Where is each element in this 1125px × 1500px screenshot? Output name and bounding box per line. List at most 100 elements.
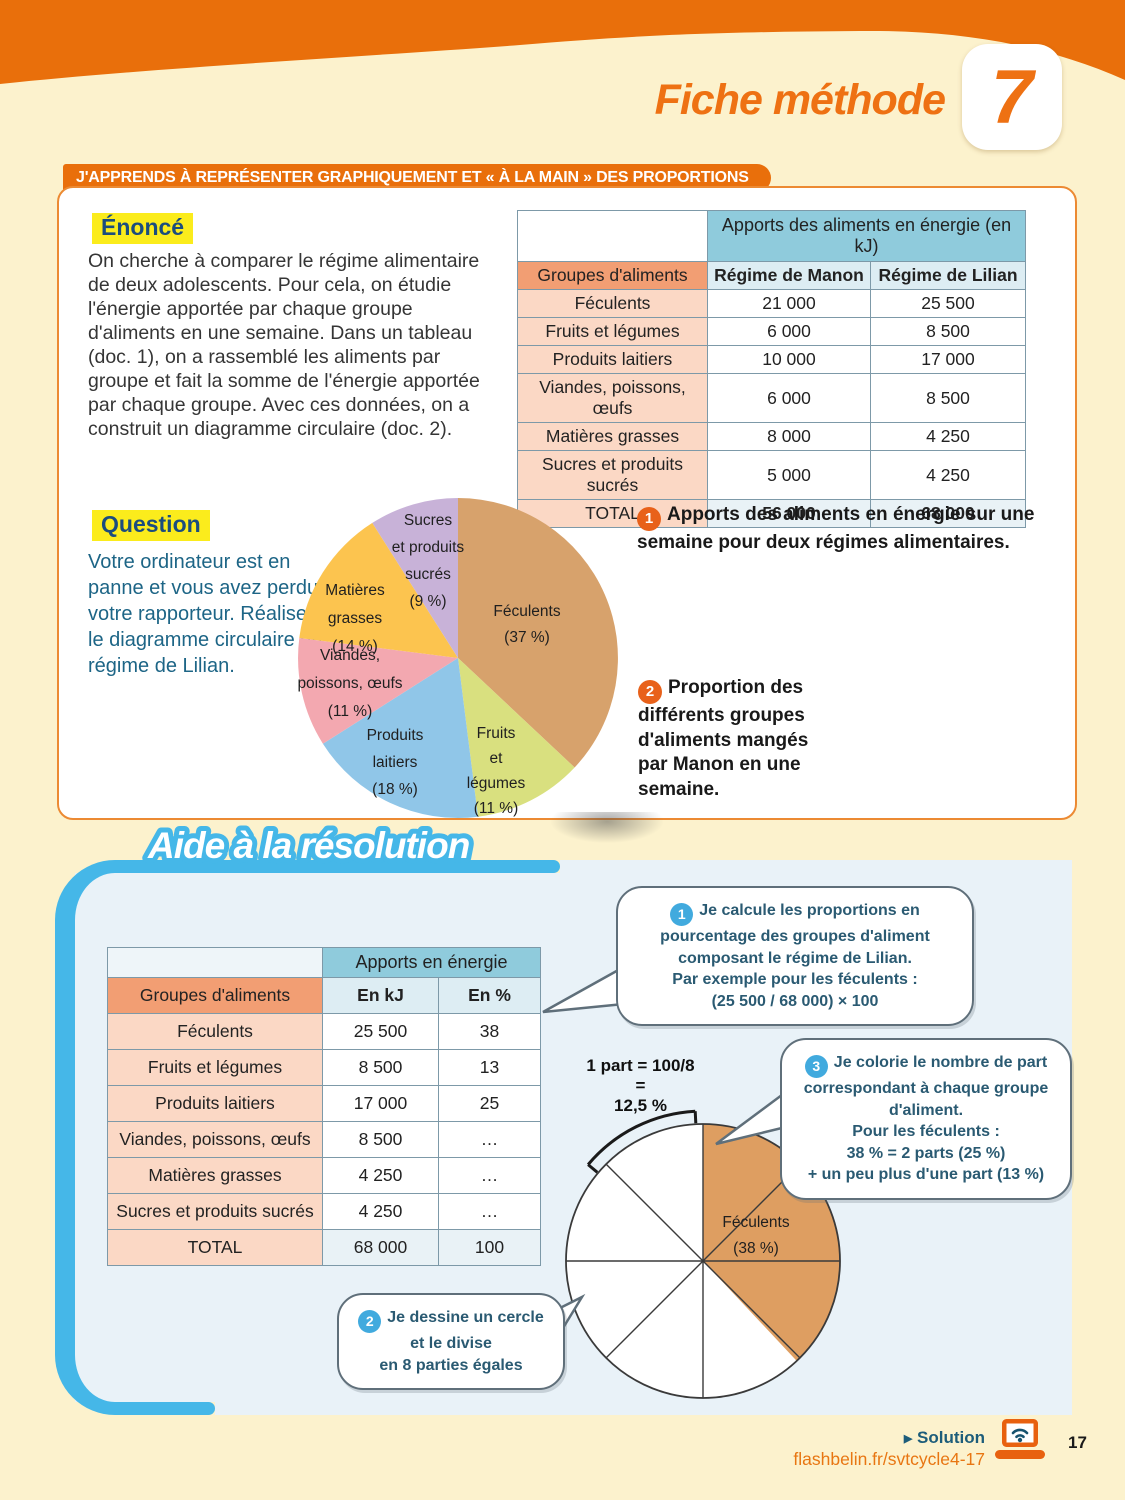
table-cell: 8 500 — [869, 317, 1027, 346]
table-cell: 6 000 — [707, 373, 871, 423]
bubble-line: 1 Je calcule les proportions en — [626, 900, 964, 926]
table-cell: Apports en énergie — [321, 947, 542, 978]
doc2-caption: 2 Proportion des différents groupes d'ali… — [638, 677, 809, 801]
doc1-badge: 1 — [637, 507, 661, 531]
aide-table: Apports en énergie Groupes d'aliments En k… — [107, 947, 542, 1266]
table-cell: … — [437, 1157, 542, 1194]
pie-slice-label: (9 %) — [409, 593, 446, 610]
table-cell: Féculents — [107, 1013, 323, 1050]
bubble-line: Par exemple pour les féculents : — [672, 971, 918, 989]
enonce-text: On cherche à comparer le régime alimenta… — [88, 250, 480, 440]
table-cell: 8 500 — [869, 373, 1027, 423]
pie-slice-label: sucrés — [405, 566, 451, 583]
table-cell: Sucres et produits sucrés — [107, 1193, 323, 1230]
step-badge: 1 — [670, 903, 694, 926]
table-row: Apports des aliments en énergie (en kJ) — [517, 210, 1027, 262]
table-cell: 17 000 — [322, 1085, 439, 1122]
table-cell: Viandes, poissons, œufs — [107, 1121, 323, 1158]
question-text: Votre ordinateur est en panne et vous av… — [88, 551, 323, 677]
pie-slice-label: (37 %) — [504, 629, 550, 646]
pie-slice-matieres-grasses — [299, 522, 458, 658]
bubble-line: composant le régime de Lilian. — [678, 949, 912, 967]
table-cell: Fruits et légumes — [517, 317, 708, 346]
svg-text:Aide à la résolution: Aide à la résolution — [147, 825, 470, 866]
table-cell: En % — [437, 977, 542, 1014]
question-heading: Question — [92, 510, 210, 541]
fiche-number: 7 — [990, 54, 1034, 140]
table-cell: TOTAL — [517, 499, 708, 528]
aide-panel-border-bottom — [130, 1402, 215, 1415]
table-cell: 13 — [437, 1049, 542, 1086]
page-number: 17 — [1068, 1433, 1087, 1452]
step-badge: 3 — [804, 1055, 828, 1078]
table-cell — [107, 947, 323, 978]
table-cell: Féculents — [517, 289, 708, 318]
doc2-badge: 2 — [638, 680, 662, 704]
aide-panel-border-top — [130, 860, 560, 873]
table-row: Groupes d'aliments Régime de Manon Régime … — [517, 261, 1027, 290]
table-cell: Produits laitiers — [517, 345, 708, 374]
pie-slice-feculents — [458, 498, 618, 768]
pie-slice-label: Matières — [325, 582, 385, 599]
table-cell: 25 — [437, 1085, 542, 1122]
table-row: TOTAL 56 000 68 000 — [517, 499, 1027, 528]
pie-slice-produits-laitiers — [322, 658, 478, 818]
one-part-bracket — [586, 1109, 698, 1174]
table-row: Apports en énergie — [107, 947, 542, 978]
table-row: Fruits et légumes 8 500 13 — [107, 1049, 542, 1086]
table-row: Groupes d'aliments En kJ En % — [107, 977, 542, 1014]
table-cell — [517, 210, 708, 262]
step3-bubble: 3 Je colorie le nombre de part corresponda… — [780, 1038, 1072, 1200]
table-cell: 100 — [437, 1229, 542, 1266]
table-cell: Produits laitiers — [107, 1085, 323, 1122]
aide-panel-top-fill — [560, 860, 1072, 873]
table-cell: … — [437, 1193, 542, 1230]
table-cell: 8 000 — [707, 422, 871, 451]
bubble-line: d'aliment. — [888, 1101, 964, 1119]
table-cell: 25 500 — [869, 289, 1027, 318]
table-row: Féculents 25 500 38 — [107, 1013, 542, 1050]
bubble-line: + un peu plus d'une part (13 %) — [807, 1166, 1045, 1184]
table-row: Sucres et produits sucrés 5 000 4 250 — [517, 450, 1027, 500]
table-cell: Groupes d'aliments — [107, 977, 323, 1014]
table-cell: … — [437, 1121, 542, 1158]
fiche-number-box: 7 — [962, 44, 1062, 150]
table-row: Sucres et produits sucrés 4 250… — [107, 1193, 542, 1230]
header-wave-decoration — [0, 0, 1125, 84]
page-title: Fiche méthode — [654, 76, 946, 124]
step1-bubble: 1 Je calcule les proportions en pourcentag… — [616, 886, 974, 1027]
pie-slice-label: légumes — [467, 775, 526, 792]
solution-label: ▶ Solution — [903, 1428, 985, 1447]
bubble-line: 2 Je dessine un cercle — [347, 1307, 555, 1333]
table-cell: 5 000 — [707, 450, 871, 500]
solution-arrow-icon: ▶ — [903, 1433, 913, 1445]
table-cell: Régime de Manon — [707, 261, 871, 290]
table-cell: TOTAL — [107, 1229, 323, 1266]
table-cell: 8 500 — [322, 1049, 439, 1086]
table-cell: 68 000 — [322, 1229, 439, 1266]
table-cell: 21 000 — [707, 289, 871, 318]
pie-slice-label: (11 %) — [328, 703, 373, 720]
table-row: Viandes, poissons, œufs 6 000 8 500 — [517, 373, 1027, 423]
table-cell: En kJ — [322, 977, 439, 1014]
table-cell: 8 500 — [322, 1121, 439, 1158]
enonce-heading: Énoncé — [92, 213, 194, 244]
solution-url[interactable]: flashbelin.fr/svtcycle4-17 — [793, 1449, 985, 1469]
bubble-line: et le divise — [410, 1335, 492, 1352]
bubble-line: Pour les féculents : — [852, 1123, 1000, 1141]
aide-panel-bottom-fill — [215, 1402, 1072, 1415]
table-cell: 4 250 — [869, 422, 1027, 451]
pie-slice-label: (14 %) — [332, 638, 378, 655]
table-cell: 10 000 — [707, 345, 871, 374]
bubble-line: (25 500 / 68 000) × 100 — [711, 992, 879, 1010]
step2-bubble: 2 Je dessine un cercle et le divise en 8 pa… — [337, 1293, 565, 1391]
table-row: Matières grasses 4 250… — [107, 1157, 542, 1194]
bubble-line: pourcentage des groupes d'aliment — [660, 928, 930, 945]
pie-slice-label: laitiers — [373, 754, 418, 771]
bubble-line: correspondant à chaque groupe — [803, 1080, 1049, 1097]
table-cell: 38 — [437, 1013, 542, 1050]
table-cell: Fruits et légumes — [107, 1049, 323, 1086]
table-cell: 25 500 — [322, 1013, 439, 1050]
aide-title: Aide à la résolution — [142, 820, 476, 871]
table-row: Féculents 21 000 25 500 — [517, 289, 1027, 318]
